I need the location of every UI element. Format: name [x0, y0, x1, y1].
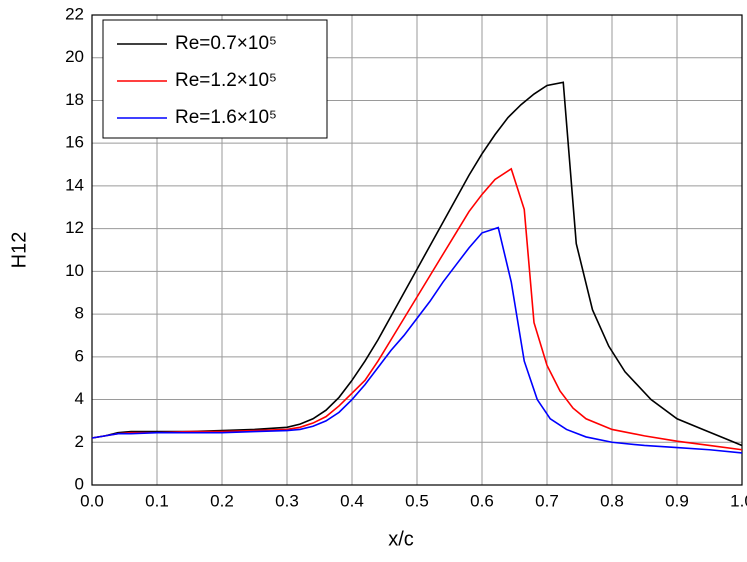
x-tick-label: 0.4: [340, 491, 364, 510]
series-line: [91, 167, 743, 451]
y-tick-label: 14: [65, 175, 84, 194]
x-tick-label: 0.3: [275, 491, 299, 510]
y-tick-label: 20: [65, 47, 84, 66]
y-tick-label: 22: [65, 4, 84, 23]
x-tick-label: 0.6: [470, 491, 494, 510]
x-tick-label: 0.7: [535, 491, 559, 510]
y-tick-label: 10: [65, 261, 84, 280]
plot-frame: [91, 14, 743, 486]
x-axis-label: x/c: [388, 528, 414, 550]
series-line: [91, 226, 743, 454]
legend-label: Re=1.2×10⁵: [175, 70, 277, 91]
x-tick-label: 0.8: [600, 491, 624, 510]
legend-label: Re=1.6×10⁵: [175, 107, 277, 128]
x-tick-label: 0.5: [405, 491, 429, 510]
x-tick-label: 0.2: [210, 491, 234, 510]
y-tick-label: 6: [75, 346, 84, 365]
legend-label: Re=0.7×10⁵: [175, 33, 277, 54]
y-tick-label: 18: [65, 90, 84, 109]
y-axis-label: H12: [8, 232, 30, 269]
y-tick-label: 4: [75, 389, 84, 408]
y-tick-label: 16: [65, 133, 84, 152]
y-tick-label: 12: [65, 218, 84, 237]
y-tick-label: 0: [75, 474, 84, 493]
x-tick-label: 1.0: [730, 491, 747, 510]
y-tick-label: 8: [75, 304, 84, 323]
y-tick-label: 2: [75, 432, 84, 451]
x-tick-label: 0.1: [145, 491, 169, 510]
x-tick-label: 0.9: [665, 491, 689, 510]
series-line: [91, 81, 743, 447]
x-tick-label: 0.0: [80, 491, 104, 510]
